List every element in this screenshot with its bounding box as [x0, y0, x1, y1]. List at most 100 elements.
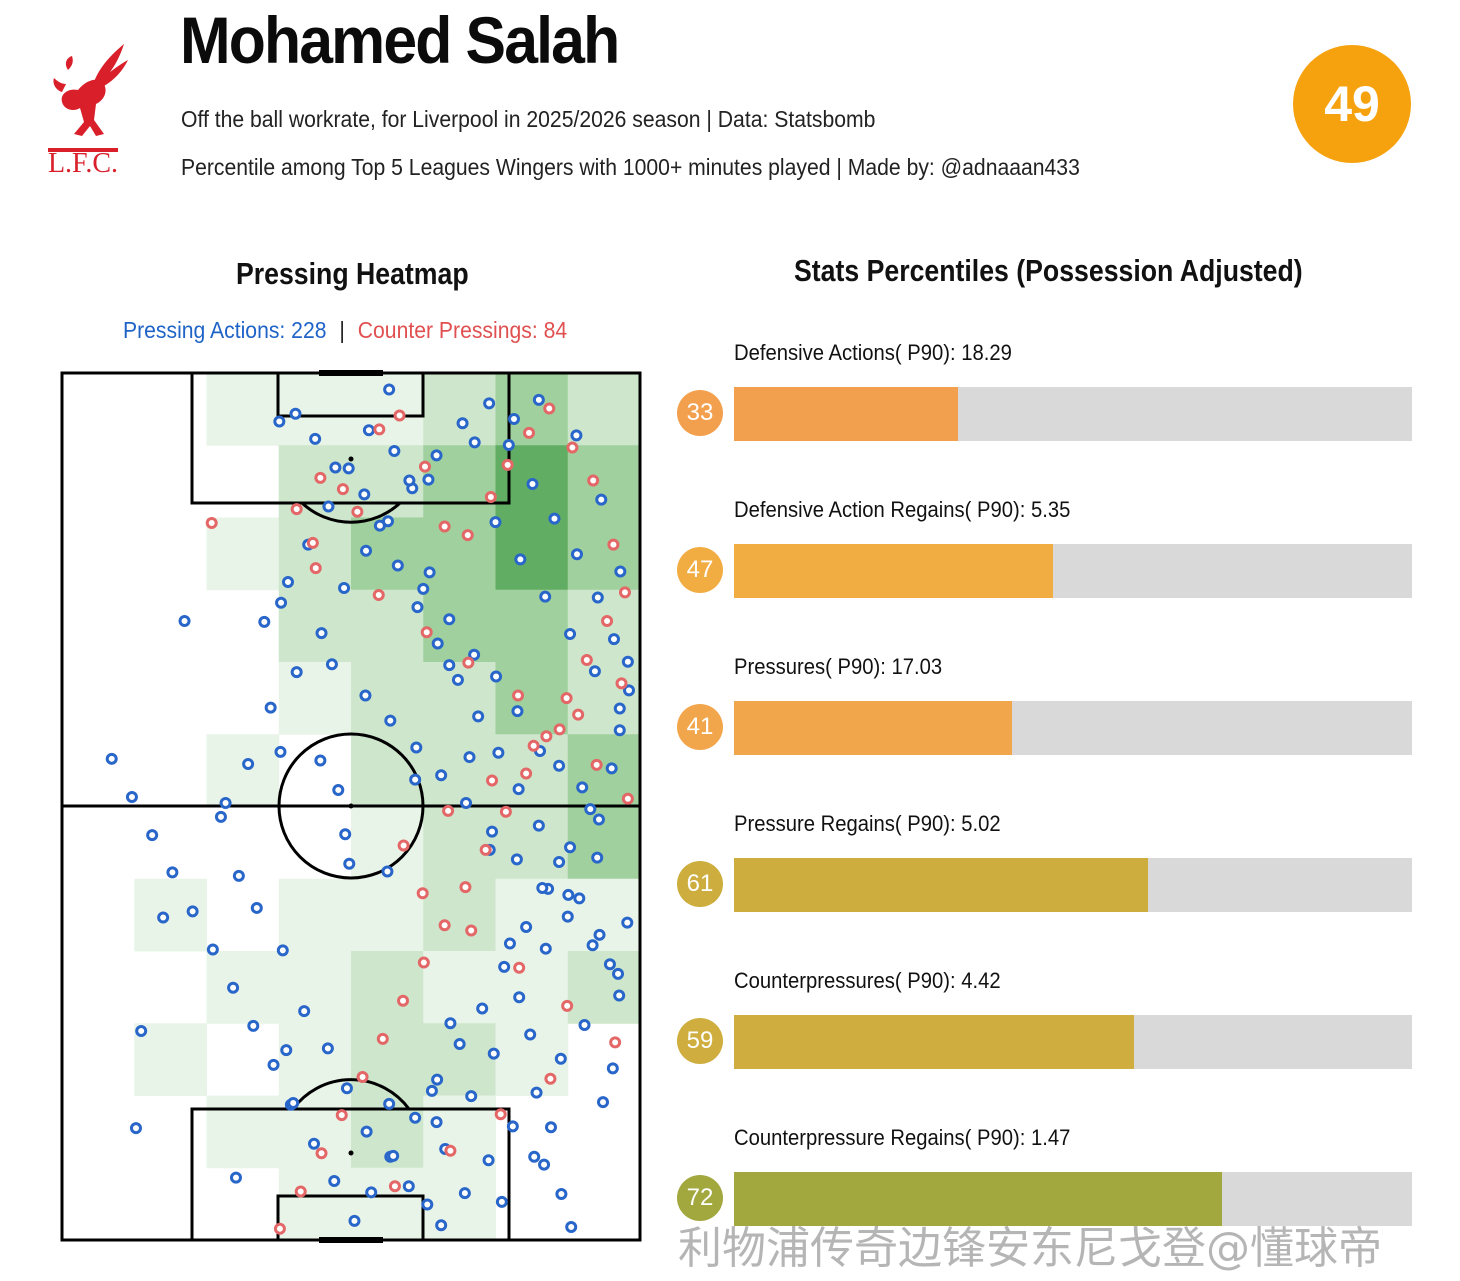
- heatmap-cell: [278, 878, 352, 952]
- percentile-badge: 61: [677, 861, 723, 907]
- pressing-action-point: [328, 1175, 341, 1188]
- pressing-action-point: [510, 853, 523, 866]
- counter-pressing-point: [416, 887, 429, 900]
- pressing-action-point: [458, 1187, 471, 1200]
- pressing-action-point: [561, 910, 574, 923]
- top-penalty-arc: [300, 501, 402, 524]
- pressing-action-point: [553, 759, 566, 772]
- pressing-action-point: [555, 1188, 568, 1201]
- counter-pressing-point: [621, 792, 634, 805]
- pressing-action-point: [422, 473, 435, 486]
- counter-pressing-point: [444, 1144, 457, 1157]
- player-name-title: Mohamed Salah: [180, 3, 620, 77]
- pressing-action-point: [387, 1149, 400, 1162]
- centre-spot: [348, 803, 354, 809]
- counter-pressing-point: [418, 460, 431, 473]
- pressing-action-point: [524, 1028, 537, 1041]
- heatmap-cell: [278, 1023, 352, 1096]
- pressing-action-point: [539, 590, 552, 603]
- stat-label: Defensive Actions( P90): 18.29: [734, 340, 1012, 365]
- lfc-crest-logo: L.F.C.: [48, 44, 128, 179]
- pressing-action-point: [591, 591, 604, 604]
- counter-pressing-point: [566, 441, 579, 454]
- pressing-action-point: [298, 1005, 311, 1018]
- pitch-heatmap: [60, 370, 642, 1243]
- counter-pressing-point: [315, 1147, 328, 1160]
- pressing-action-point: [360, 1125, 373, 1138]
- pressing-action-point: [388, 445, 401, 458]
- pressing-action-point: [564, 627, 577, 640]
- centre-circle: [277, 732, 425, 880]
- stat-bar-track: [734, 1015, 1412, 1069]
- pressing-action-points: [105, 383, 636, 1233]
- counter-pressing-point: [520, 767, 533, 780]
- top-penalty-spot: [348, 456, 354, 462]
- pressing-action-point: [343, 857, 356, 870]
- stat-bar-fill: [734, 1015, 1135, 1069]
- pressing-action-point: [409, 1111, 422, 1124]
- pressing-action-point: [573, 892, 586, 905]
- counter-pressing-points: [205, 402, 634, 1235]
- percentile-badge: 33: [677, 390, 723, 436]
- counter-pressing-point: [615, 677, 628, 690]
- counter-pressings-legend: Counter Pressings: 84: [357, 317, 568, 343]
- pressing-action-point: [309, 432, 322, 445]
- pressing-action-point: [391, 559, 404, 572]
- pressing-action-point: [273, 415, 286, 428]
- heatmap-cell: [567, 951, 641, 1024]
- bottom-penalty-arc: [291, 1078, 411, 1110]
- counter-pressing-point: [442, 804, 455, 817]
- pressing-action-point: [621, 655, 634, 668]
- pressing-action-point: [274, 745, 287, 758]
- pressing-action-point: [339, 828, 352, 841]
- counter-pressing-point: [335, 1109, 348, 1122]
- stat-bar-track: [734, 544, 1412, 598]
- counter-pressing-point: [544, 1072, 557, 1085]
- pressing-action-point: [186, 905, 199, 918]
- heatmap-cell: [206, 734, 280, 807]
- pressing-action-point: [613, 989, 626, 1002]
- pressing-action-point: [613, 702, 626, 715]
- pressing-action-point: [166, 866, 179, 879]
- pressing-action-point: [435, 1219, 448, 1232]
- pressing-action-point: [532, 819, 545, 832]
- pressing-action-point: [490, 670, 503, 683]
- heatmap-cell: [567, 878, 641, 952]
- pressing-action-point: [146, 829, 159, 842]
- pressing-action-point: [570, 429, 583, 442]
- pressing-action-point: [219, 797, 232, 810]
- heatmap-cell: [278, 662, 352, 735]
- pressing-action-point: [383, 1097, 396, 1110]
- pressing-action-point: [565, 1220, 578, 1233]
- pressing-action-point: [605, 762, 618, 775]
- counter-pressing-point: [314, 471, 327, 484]
- counter-pressing-point: [561, 999, 574, 1012]
- pressing-action-point: [536, 881, 549, 894]
- counter-pressing-point: [523, 426, 536, 439]
- pressing-action-point: [443, 659, 456, 672]
- counter-pressing-point: [438, 520, 451, 533]
- pressing-action-point: [275, 596, 288, 609]
- counter-pressing-point: [388, 1180, 401, 1193]
- percentile-badge: 41: [677, 704, 723, 750]
- pressing-action-point: [492, 746, 505, 759]
- stat-bar-fill: [734, 701, 1012, 755]
- stat-bar-fill: [734, 858, 1148, 912]
- counter-pressing-point: [351, 505, 364, 518]
- pressing-action-point: [444, 1017, 457, 1030]
- heatmap-cell: [351, 1167, 424, 1241]
- pressing-action-point: [258, 615, 271, 628]
- pressing-action-point: [308, 1137, 321, 1150]
- pressing-action-point: [340, 1082, 353, 1095]
- pressing-action-point: [332, 784, 345, 797]
- pressing-action-point: [423, 566, 436, 579]
- heatmap-cell: [423, 517, 496, 591]
- pressing-action-point: [623, 684, 636, 697]
- pressing-action-point: [315, 627, 328, 640]
- stat-label: Counterpressures( P90): 4.42: [734, 968, 1001, 993]
- heatmap-cell: [206, 517, 280, 591]
- heatmap-cell: [495, 662, 569, 735]
- counter-pressing-point: [309, 562, 322, 575]
- pressing-action-point: [513, 991, 526, 1004]
- pressing-action-point: [591, 851, 604, 864]
